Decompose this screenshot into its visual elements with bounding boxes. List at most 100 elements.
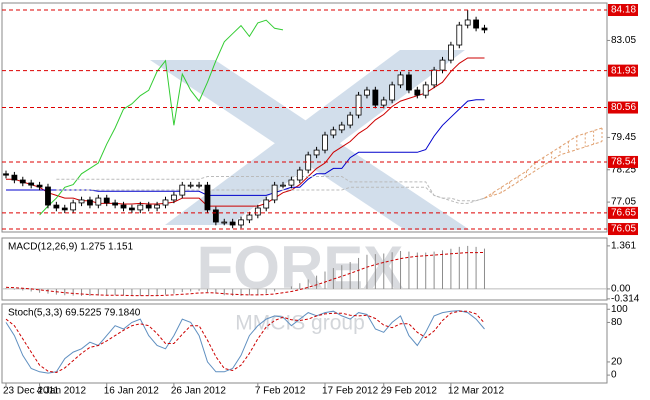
- candle-body: [280, 184, 286, 187]
- x-tick-label: 29 Feb 2012: [381, 386, 438, 397]
- level-label: 76.65: [611, 208, 636, 219]
- candle-body: [397, 74, 404, 86]
- candle-body: [196, 184, 202, 187]
- candle-body: [456, 24, 463, 46]
- candle-body: [162, 199, 169, 206]
- x-tick-label: 16 Jan 2012: [104, 386, 159, 397]
- candle-body: [36, 184, 43, 188]
- candle-body: [355, 94, 362, 116]
- signal-line: [5, 252, 485, 297]
- price-panel: [1, 2, 608, 233]
- candle-body: [70, 202, 77, 211]
- y-tick-label: 0: [611, 370, 617, 381]
- candle-body: [347, 114, 354, 126]
- panel-title: Stoch(5,3,3) 69.5225 79.1840: [8, 308, 141, 319]
- candle-body: [61, 207, 68, 211]
- candle-body: [154, 204, 160, 209]
- candle-body: [414, 89, 421, 96]
- candle-body: [448, 44, 454, 61]
- candle-body: [271, 184, 278, 201]
- y-tick-label: 83.05: [611, 35, 636, 46]
- x-tick-label: 26 Jan 2012: [171, 386, 226, 397]
- candle-body: [187, 184, 194, 187]
- candle-body: [53, 204, 60, 209]
- candle-body: [78, 199, 85, 204]
- candle-body: [422, 84, 429, 96]
- candle-body: [380, 99, 387, 106]
- candle-body: [95, 197, 102, 206]
- level-label: 78.54: [611, 157, 636, 168]
- logo-stroke: [150, 60, 470, 230]
- watermark-subtitle: MMCIS group: [235, 312, 365, 335]
- level-label-box: [608, 64, 638, 77]
- x-tick-label: 4 Jan 2012: [37, 386, 87, 397]
- candle-body: [145, 204, 152, 209]
- indicator-line: [5, 310, 485, 374]
- indicator-line: [6, 57, 485, 207]
- candle-body: [19, 179, 26, 184]
- candle-body: [137, 204, 144, 211]
- candle-body: [389, 84, 396, 101]
- candle-body: [439, 59, 446, 71]
- macd-panel: [1, 237, 608, 301]
- candle-body: [481, 27, 488, 31]
- candle-body: [87, 199, 93, 206]
- candle-body: [246, 214, 253, 221]
- candle-body: [170, 194, 177, 201]
- y-tick-label: 79.45: [611, 132, 636, 143]
- candle-body: [229, 221, 236, 226]
- candle-body: [221, 221, 228, 224]
- x-tick-label: 17 Feb 2012: [322, 386, 379, 397]
- y-tick-label: 100: [611, 304, 628, 315]
- y-tick-label: 78.25: [611, 164, 636, 175]
- candle-body: [313, 149, 320, 156]
- panel-title: MACD(12,26,9) 1.275 1.151: [8, 242, 134, 253]
- candle-body: [372, 89, 379, 106]
- candle-body: [305, 154, 312, 171]
- indicator-line: [56, 186, 485, 202]
- level-label-box: [608, 155, 638, 168]
- y-tick-label: -0.314: [611, 294, 640, 305]
- indicator-line: [39, 19, 284, 216]
- y-tick-label: 20: [611, 357, 623, 368]
- y-tick-label: 0.00: [611, 284, 631, 295]
- y-tick-label: 77.05: [611, 197, 636, 208]
- candle-body: [45, 186, 51, 206]
- candle-body: [288, 179, 295, 186]
- candle-body: [103, 197, 110, 204]
- indicator-line: [56, 176, 485, 204]
- x-tick-label: 12 Mar 2012: [448, 386, 505, 397]
- level-label: 84.18: [611, 5, 636, 16]
- candle-body: [473, 19, 479, 29]
- candle-body: [464, 19, 471, 26]
- level-label: 76.05: [611, 224, 636, 235]
- candle-body: [296, 169, 303, 181]
- candle-body: [238, 219, 244, 226]
- level-label-box: [608, 4, 638, 17]
- y-tick-label: 80: [611, 317, 623, 328]
- watermark-title: FOREX: [197, 234, 404, 301]
- x-tick-label: 23 Dec 2011: [3, 386, 59, 397]
- level-label: 81.93: [611, 65, 636, 76]
- x-tick-label: 7 Feb 2012: [255, 386, 306, 397]
- candle-body: [254, 207, 261, 216]
- indicator-line: [484, 127, 603, 199]
- level-label: 80.56: [611, 102, 636, 113]
- candle-body: [322, 134, 328, 151]
- indicator-line: [6, 99, 485, 196]
- indicator-line: [5, 310, 485, 374]
- candle-body: [28, 182, 35, 186]
- candle-body: [330, 129, 337, 136]
- candle-body: [204, 184, 211, 211]
- candle-body: [11, 174, 18, 181]
- candle-body: [338, 124, 345, 131]
- candle-body: [431, 69, 438, 86]
- candle-body: [179, 184, 186, 196]
- candle-body: [212, 209, 219, 223]
- level-label-box: [608, 206, 638, 219]
- candle-body: [364, 89, 370, 96]
- candle-body: [112, 202, 119, 206]
- candle-body: [129, 207, 135, 211]
- stoch-panel: [1, 303, 608, 384]
